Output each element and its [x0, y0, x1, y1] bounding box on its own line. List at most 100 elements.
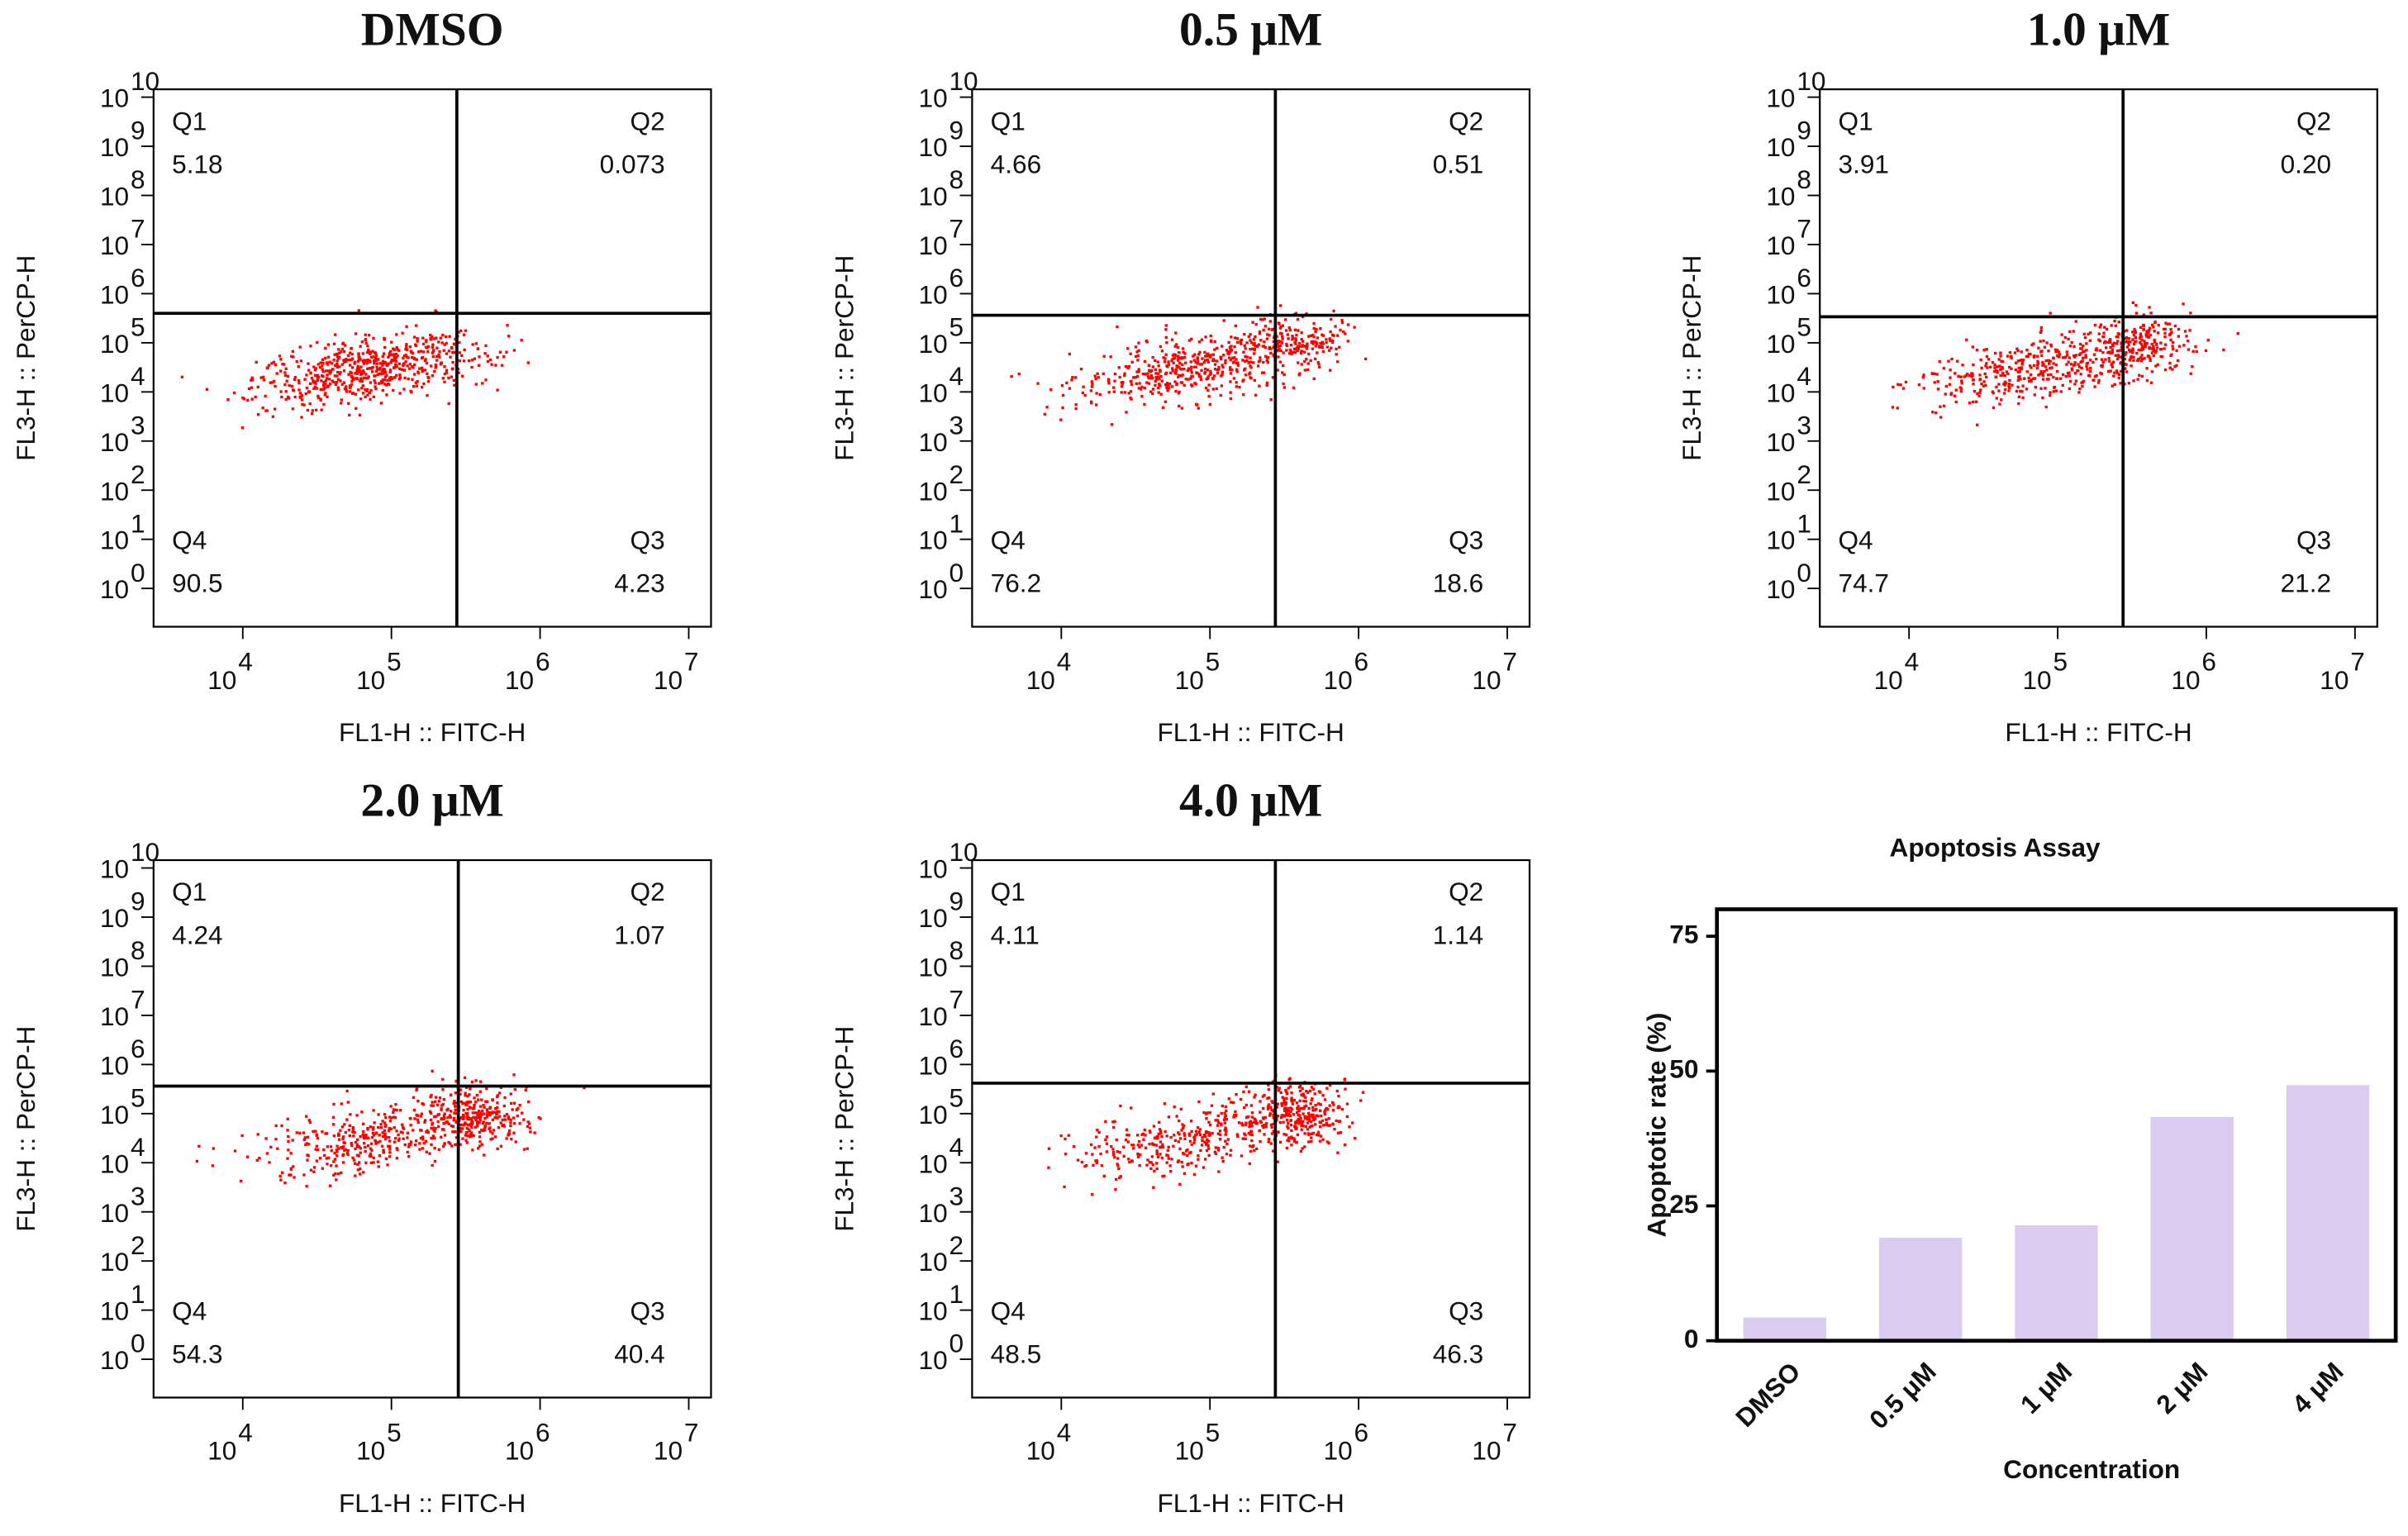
event-dot [1167, 387, 1171, 390]
event-dot [302, 1173, 306, 1177]
event-dot [1289, 1119, 1293, 1122]
event-dot [1166, 389, 1169, 392]
event-dot [445, 341, 448, 345]
event-dot [459, 1092, 462, 1096]
event-dot [2019, 389, 2022, 393]
event-dot [2134, 303, 2138, 307]
event-dot [360, 372, 364, 376]
event-dot [474, 342, 478, 345]
event-dot [1250, 1133, 1254, 1136]
event-dot [1149, 1167, 1153, 1171]
event-dot [311, 409, 315, 412]
event-dot [1183, 1172, 1187, 1175]
event-dot [372, 1126, 375, 1129]
event-dot [332, 342, 336, 345]
event-dot [2187, 348, 2191, 351]
event-dot [395, 1129, 398, 1133]
event-dot [1225, 1109, 1228, 1113]
y-tick-exponent: 4 [949, 361, 964, 391]
event-dot [2016, 385, 2020, 389]
event-dot [2044, 365, 2048, 369]
event-dot [319, 397, 322, 401]
event-dot [1251, 347, 1254, 351]
event-dot [383, 1113, 387, 1116]
event-dot [2098, 326, 2101, 329]
event-dot [457, 371, 460, 374]
event-dot [1232, 1101, 1235, 1105]
event-dot [1190, 371, 1193, 374]
y-tick-base: 10 [919, 952, 948, 982]
event-dot [1315, 1114, 1318, 1117]
x-axis-label: Concentration [2003, 1454, 2180, 1484]
event-dot [2157, 323, 2160, 327]
event-dot [2166, 322, 2170, 326]
event-dot [431, 345, 435, 349]
event-dot [300, 393, 304, 397]
event-dot [1206, 1141, 1209, 1144]
event-dot [2177, 327, 2181, 331]
quadrant-value: 48.5 [991, 1339, 1041, 1369]
event-dot [433, 1146, 436, 1150]
event-dot [434, 363, 438, 367]
quadrant-name: Q3 [1449, 525, 1483, 555]
event-dot [426, 393, 429, 397]
event-dot [1192, 359, 1196, 362]
event-dot [368, 367, 371, 370]
event-dot [355, 1143, 359, 1147]
event-dot [1141, 372, 1145, 376]
event-dot [2131, 338, 2134, 341]
event-dot [1164, 1129, 1167, 1134]
event-dot [293, 378, 297, 381]
event-dot [2062, 340, 2065, 344]
event-dot [1267, 1083, 1270, 1087]
event-dot [323, 381, 326, 384]
event-dot [371, 1128, 375, 1131]
event-dot [1201, 1136, 1204, 1139]
event-dot [2074, 354, 2078, 357]
event-dot [1922, 373, 1925, 377]
event-dot [366, 358, 369, 362]
event-dot [2117, 321, 2120, 324]
event-dot [1245, 359, 1249, 362]
event-dot [2132, 359, 2135, 362]
event-dot [2125, 329, 2129, 332]
event-dot [1154, 379, 1157, 383]
event-dot [1248, 1121, 1251, 1125]
event-dot [362, 362, 366, 365]
event-dot [2138, 373, 2141, 377]
event-dot [436, 1120, 440, 1124]
event-dot [357, 352, 360, 355]
event-dot [393, 1115, 397, 1120]
event-dot [2074, 320, 2077, 323]
event-dot [1264, 1125, 1268, 1129]
event-dot [1330, 340, 1335, 345]
event-dot [392, 388, 395, 392]
event-dot [1300, 1093, 1303, 1096]
event-dot [421, 366, 424, 370]
event-dot [2182, 344, 2186, 347]
event-dot [1127, 392, 1130, 395]
event-dot [2149, 333, 2153, 337]
event-dot [2134, 336, 2138, 340]
event-dot [1977, 394, 1981, 397]
event-dot [1196, 1126, 1200, 1129]
y-tick-base: 10 [100, 329, 129, 359]
event-dot [1328, 1083, 1332, 1087]
y-axis-label: FL3-H :: PerCP-H [829, 255, 859, 461]
event-dot [2139, 348, 2144, 352]
event-dot [1105, 1150, 1109, 1153]
event-dot [2081, 350, 2085, 354]
events [1891, 301, 2239, 427]
event-dot [1252, 338, 1256, 341]
event-dot [459, 1143, 462, 1146]
event-dot [2149, 311, 2153, 315]
event-dot [393, 376, 397, 379]
event-dot [371, 1131, 375, 1135]
event-dot [342, 1145, 345, 1148]
event-dot [476, 1125, 479, 1128]
event-dot [2039, 369, 2043, 373]
event-dot [2113, 371, 2116, 374]
event-dot [1289, 350, 1293, 354]
y-tick-exponent: 0 [1796, 558, 1811, 587]
event-dot [1934, 411, 1938, 415]
